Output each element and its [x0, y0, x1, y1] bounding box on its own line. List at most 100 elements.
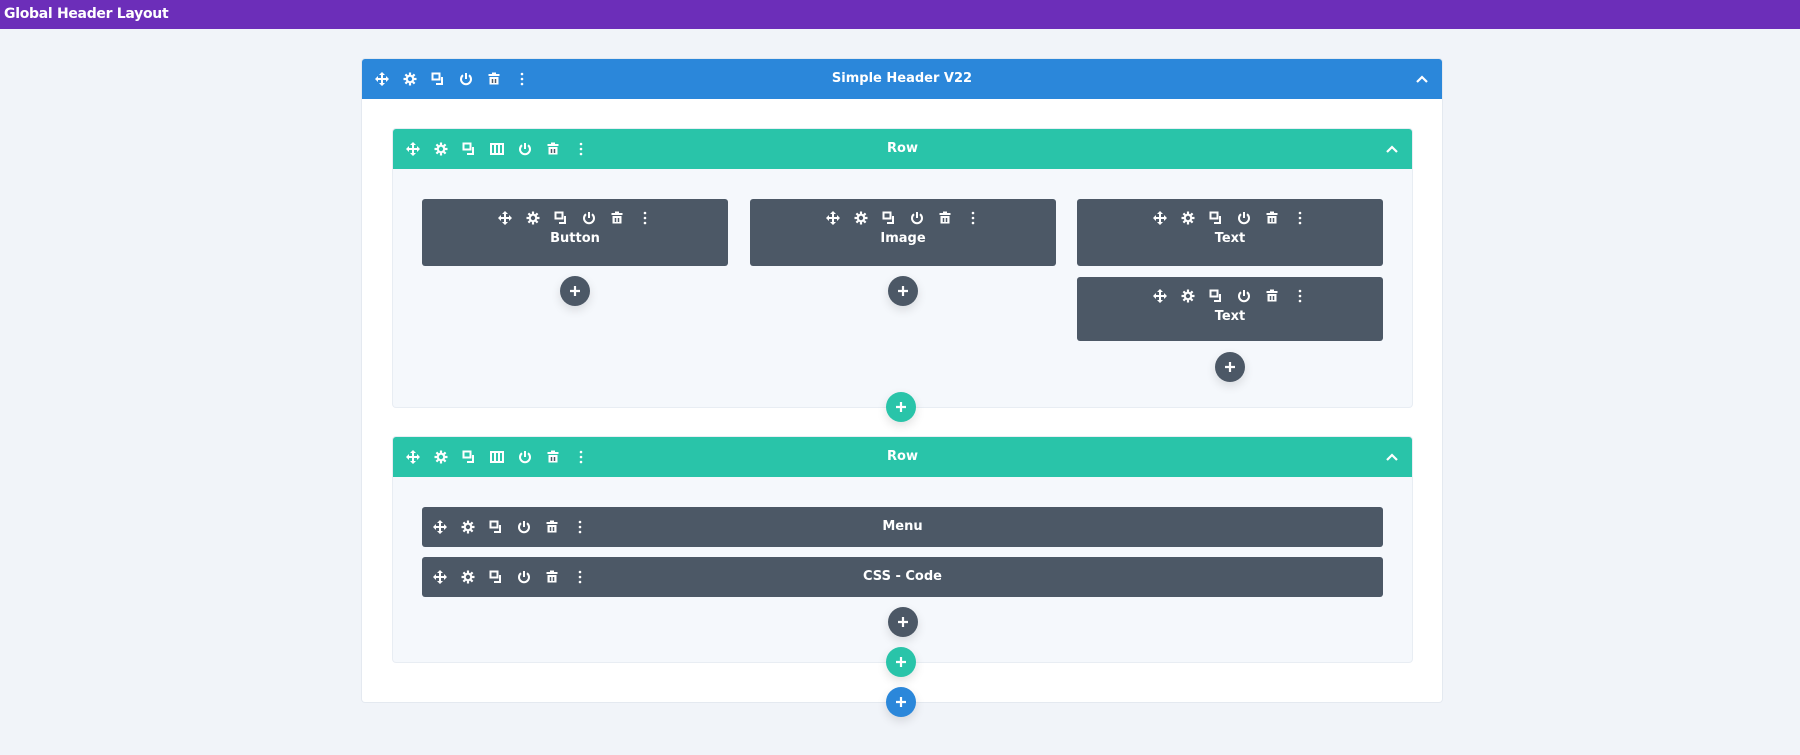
module-label: Text [1214, 309, 1246, 324]
duplicate-icon[interactable] [1206, 286, 1226, 306]
module-toolbar [430, 517, 590, 537]
duplicate-icon[interactable] [486, 567, 506, 587]
move-icon[interactable] [1150, 286, 1170, 306]
gear-icon[interactable] [1178, 208, 1198, 228]
trash-icon[interactable] [542, 517, 562, 537]
trash-icon[interactable] [1262, 208, 1282, 228]
move-icon[interactable] [403, 447, 423, 467]
add-row-button[interactable] [886, 647, 916, 677]
plus-icon [898, 617, 908, 627]
plus-icon [898, 286, 908, 296]
move-icon[interactable] [372, 69, 392, 89]
columns-icon[interactable] [487, 139, 507, 159]
trash-icon[interactable] [543, 447, 563, 467]
add-module-button[interactable] [888, 276, 918, 306]
power-icon[interactable] [579, 208, 599, 228]
more-vertical-icon[interactable] [570, 567, 590, 587]
gear-icon[interactable] [458, 567, 478, 587]
row-header[interactable]: Row [393, 129, 1412, 169]
gear-icon[interactable] [458, 517, 478, 537]
move-icon[interactable] [430, 567, 450, 587]
power-icon[interactable] [1234, 286, 1254, 306]
module-menu[interactable]: Menu [422, 507, 1383, 547]
module-label: Text [1214, 231, 1246, 246]
row-toolbar [403, 447, 591, 467]
section-header[interactable]: Simple Header V22 [362, 59, 1442, 99]
module-toolbar [1077, 208, 1383, 228]
more-vertical-icon[interactable] [1290, 208, 1310, 228]
module-toolbar [430, 567, 590, 587]
app-title: Global Header Layout [0, 0, 1800, 29]
chevron-up-icon[interactable] [1384, 449, 1400, 465]
plus-icon [896, 402, 906, 412]
trash-icon[interactable] [1262, 286, 1282, 306]
duplicate-icon[interactable] [879, 208, 899, 228]
add-row-button[interactable] [886, 392, 916, 422]
row-header[interactable]: Row [393, 437, 1412, 477]
duplicate-icon[interactable] [486, 517, 506, 537]
gear-icon[interactable] [400, 69, 420, 89]
chevron-up-icon[interactable] [1384, 141, 1400, 157]
add-section-button[interactable] [886, 687, 916, 717]
module-text[interactable]: Text [1077, 199, 1383, 266]
plus-icon [570, 286, 580, 296]
more-vertical-icon[interactable] [1290, 286, 1310, 306]
duplicate-icon[interactable] [428, 69, 448, 89]
gear-icon[interactable] [523, 208, 543, 228]
move-icon[interactable] [1150, 208, 1170, 228]
row-2: Row Menu CSS - Code [393, 437, 1412, 662]
chevron-up-icon[interactable] [1414, 71, 1430, 87]
move-icon[interactable] [430, 517, 450, 537]
power-icon[interactable] [456, 69, 476, 89]
more-vertical-icon[interactable] [571, 447, 591, 467]
power-icon[interactable] [514, 567, 534, 587]
module-toolbar [1077, 286, 1383, 306]
power-icon[interactable] [907, 208, 927, 228]
more-vertical-icon[interactable] [963, 208, 983, 228]
more-vertical-icon[interactable] [570, 517, 590, 537]
trash-icon[interactable] [935, 208, 955, 228]
more-vertical-icon[interactable] [512, 69, 532, 89]
add-module-button[interactable] [888, 607, 918, 637]
add-module-button[interactable] [560, 276, 590, 306]
power-icon[interactable] [514, 517, 534, 537]
power-icon[interactable] [515, 447, 535, 467]
trash-icon[interactable] [607, 208, 627, 228]
section-toolbar [372, 69, 532, 89]
plus-icon [1225, 362, 1235, 372]
trash-icon[interactable] [542, 567, 562, 587]
module-image[interactable]: Image [750, 199, 1056, 266]
duplicate-icon[interactable] [459, 447, 479, 467]
plus-icon [896, 697, 906, 707]
gear-icon[interactable] [1178, 286, 1198, 306]
module-label: Menu [882, 519, 923, 534]
add-module-button[interactable] [1215, 352, 1245, 382]
gear-icon[interactable] [431, 447, 451, 467]
module-label: Button [550, 231, 600, 246]
gear-icon[interactable] [431, 139, 451, 159]
module-label: Image [880, 231, 926, 246]
module-toolbar [422, 208, 728, 228]
duplicate-icon[interactable] [1206, 208, 1226, 228]
module-toolbar [750, 208, 1056, 228]
move-icon[interactable] [495, 208, 515, 228]
duplicate-icon[interactable] [459, 139, 479, 159]
power-icon[interactable] [1234, 208, 1254, 228]
module-css-code[interactable]: CSS - Code [422, 557, 1383, 597]
more-vertical-icon[interactable] [635, 208, 655, 228]
power-icon[interactable] [515, 139, 535, 159]
move-icon[interactable] [823, 208, 843, 228]
more-vertical-icon[interactable] [571, 139, 591, 159]
gear-icon[interactable] [851, 208, 871, 228]
trash-icon[interactable] [543, 139, 563, 159]
module-button[interactable]: Button [422, 199, 728, 266]
move-icon[interactable] [403, 139, 423, 159]
row-1: Row Button Image Text Text [393, 129, 1412, 407]
duplicate-icon[interactable] [551, 208, 571, 228]
row-toolbar [403, 139, 591, 159]
section-simple-header: Simple Header V22 Row Button Image Text … [362, 59, 1442, 717]
module-text[interactable]: Text [1077, 277, 1383, 341]
trash-icon[interactable] [484, 69, 504, 89]
module-label: CSS - Code [863, 569, 942, 584]
columns-icon[interactable] [487, 447, 507, 467]
